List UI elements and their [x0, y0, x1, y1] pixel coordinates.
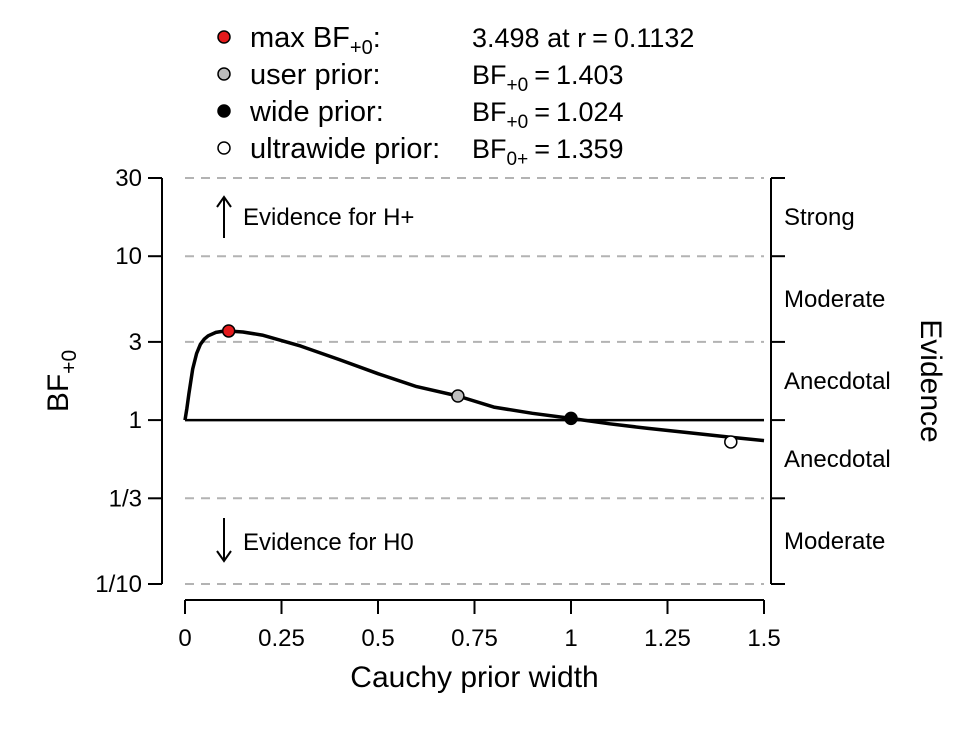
point-max: [221, 324, 236, 338]
y-tick-label: 30: [115, 165, 142, 192]
evidence-band-label: Moderate: [784, 286, 885, 313]
legend-value-eq: =: [592, 23, 608, 53]
legend-label-text: ultrawide prior:: [250, 133, 440, 165]
axes: 30 10 3 1 1/3 1/10 0 0.25 0.5 0.75 1 1.25 1.5 Cauchy …: [42, 165, 947, 694]
y-tick-label: 10: [115, 243, 142, 270]
legend-label: ultrawide prior:: [250, 133, 440, 165]
legend-value-eq: =: [534, 134, 550, 164]
legend-value-sub: +0: [507, 75, 529, 96]
legend-value-eq: =: [534, 60, 550, 90]
legend-value-number: 0.1132: [614, 23, 695, 53]
legend-label: max BF+0:: [250, 22, 381, 59]
legend-value: BF+0 = 1.024: [472, 97, 624, 133]
legend-value: BF+0 = 1.403: [472, 60, 624, 96]
y-axis-title-sub: +0: [58, 350, 81, 374]
legend-label-text: user prior:: [250, 59, 381, 91]
evidence-band-label: Anecdotal: [784, 446, 891, 473]
grid-lines: [185, 177, 764, 585]
legend-label-text: max BF: [250, 22, 350, 54]
legend-value-eq: =: [534, 97, 550, 127]
x-tick-label: 1.25: [644, 625, 691, 652]
evidence-band-label: Anecdotal: [784, 368, 891, 395]
legend-label: user prior:: [250, 59, 381, 91]
legend-value-prefix: 3.498 at r: [472, 23, 586, 53]
evidence-annotations: Evidence for H+ Evidence for H0: [216, 195, 414, 563]
arrow-down-icon: [216, 550, 232, 563]
y-axis-title-base: BF: [42, 374, 75, 412]
legend-marker: [217, 67, 231, 81]
point-user: [451, 389, 465, 403]
legend-value-number: 1.024: [556, 97, 624, 127]
evidence-band-labels: Strong Moderate Anecdotal Anecdotal Moderate: [784, 204, 891, 555]
legend-value-prefix: BF: [472, 97, 507, 127]
legend-marker: [217, 141, 231, 155]
evidence-band-label: Strong: [784, 204, 855, 231]
x-tick-label: 0.5: [361, 625, 394, 652]
legend-value-sub: +0: [507, 112, 529, 133]
legend-value-number: 1.359: [556, 134, 624, 164]
y-tick-label: 1/10: [95, 571, 142, 598]
legend-value-prefix: BF: [472, 60, 507, 90]
plot-area: [183, 324, 765, 449]
legend-value-number: 1.403: [556, 60, 624, 90]
legend-value-prefix: BF: [472, 134, 507, 164]
point-wide: [564, 411, 578, 426]
x-tick-label: 1.5: [747, 625, 780, 652]
point-ultrawide: [724, 435, 738, 449]
x-tick-label: 1: [564, 625, 577, 652]
evidence-annotation: Evidence for H+: [243, 204, 414, 231]
legend-label-sub: +0: [350, 37, 373, 59]
legend-marker: [217, 30, 231, 44]
legend-label: wide prior:: [249, 96, 384, 128]
x-tick-label: 0.75: [451, 625, 498, 652]
evidence-band-label: Moderate: [784, 528, 885, 555]
legend-label-suffix: :: [373, 22, 381, 54]
y-axis-title: BF+0: [42, 350, 81, 412]
arrow-up-icon: [216, 195, 232, 208]
right-axis-title: Evidence: [914, 319, 947, 442]
y-tick-label: 1/3: [109, 485, 142, 512]
evidence-annotation: Evidence for H0: [243, 529, 414, 556]
x-tick-label: 0: [178, 625, 191, 652]
legend-value: BF0+ = 1.359: [472, 134, 624, 170]
y-tick-label: 1: [129, 407, 142, 434]
legend-label-text: wide prior:: [249, 96, 384, 128]
x-axis-title: Cauchy prior width: [350, 661, 598, 694]
legend-value: 3.498 at r = 0.1132: [472, 23, 694, 53]
bf-curve: [183, 329, 765, 443]
x-tick-label: 0.25: [258, 625, 305, 652]
legend-marker: [217, 104, 231, 118]
y-tick-label: 3: [129, 329, 142, 356]
legend-value-sub: 0+: [507, 149, 529, 170]
